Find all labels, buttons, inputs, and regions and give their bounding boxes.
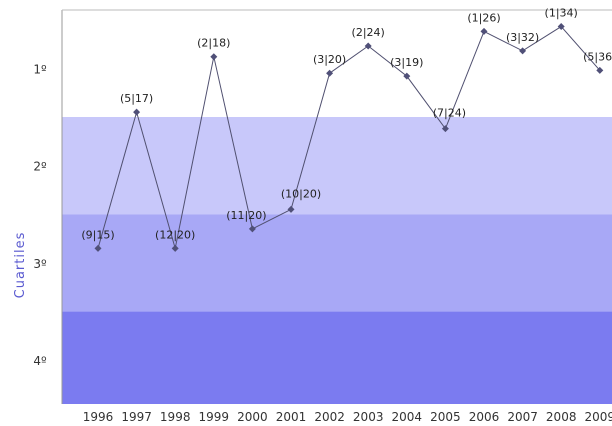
- y-tick-label: 2º: [33, 160, 47, 174]
- data-point: [287, 205, 295, 213]
- x-tick-label: 2006: [469, 410, 500, 424]
- series-group: [94, 23, 604, 252]
- data-point: [557, 23, 565, 31]
- plot-frame: [61, 9, 612, 404]
- x-tick-label: 1997: [121, 410, 152, 424]
- x-tick-label: 2008: [546, 410, 577, 424]
- data-label: (12|20): [155, 228, 195, 241]
- data-point: [248, 225, 256, 233]
- x-tick-label: 1998: [160, 410, 191, 424]
- y-tick-label: 4º: [33, 354, 47, 368]
- data-label: (9|15): [81, 228, 114, 241]
- data-point: [519, 47, 527, 55]
- data-point: [326, 69, 334, 77]
- data-label: (11|20): [226, 209, 266, 222]
- data-labels: (9|15) (5|17) (12|20) (2|18) (11|20) (10|20) (…: [81, 7, 612, 242]
- data-label: (3|20): [313, 53, 346, 66]
- data-point: [596, 66, 604, 74]
- y-tick-label: 1º: [33, 62, 47, 76]
- y-axis-title: Cuartiles: [13, 232, 28, 299]
- data-label: (7|24): [433, 107, 466, 120]
- data-label: (10|20): [281, 187, 321, 200]
- x-tick-label: 1996: [83, 410, 114, 424]
- data-label: (1|34): [545, 7, 578, 20]
- x-tick-label: 2001: [276, 410, 307, 424]
- x-tick-label: 2003: [353, 410, 384, 424]
- x-tick-label: 2005: [430, 410, 461, 424]
- data-point: [441, 125, 449, 133]
- data-point: [133, 108, 141, 116]
- x-tick-label: 2000: [237, 410, 268, 424]
- x-axis-ticks: 1996 1997 1998 1999 2000 2001 2002 2003 2004 2005…: [83, 410, 612, 424]
- data-point: [94, 244, 102, 252]
- quartile-band-3: [62, 214, 612, 312]
- data-point: [403, 72, 411, 80]
- data-point: [364, 42, 372, 50]
- data-label: (5|36): [583, 50, 612, 63]
- quartile-bands: [62, 10, 612, 404]
- data-label: (2|24): [352, 26, 385, 39]
- x-tick-label: 2009: [585, 410, 612, 424]
- x-tick-label: 1999: [199, 410, 230, 424]
- quartile-band-1: [62, 10, 612, 118]
- series-line: [97, 25, 601, 249]
- x-tick-label: 2002: [314, 410, 345, 424]
- data-point: [210, 53, 218, 61]
- data-label: (1|26): [467, 11, 500, 24]
- data-label: (2|18): [197, 37, 230, 50]
- y-tick-label: 3º: [33, 257, 47, 271]
- quartile-band-2: [62, 117, 612, 215]
- y-axis-ticks: 1º 2º 3º 4º: [33, 62, 47, 368]
- quartile-band-4: [62, 311, 612, 404]
- data-label: (3|19): [390, 56, 423, 69]
- x-tick-label: 2004: [392, 410, 423, 424]
- data-label: (3|32): [506, 31, 539, 44]
- x-tick-label: 2007: [507, 410, 538, 424]
- data-point: [480, 27, 488, 35]
- data-label: (5|17): [120, 92, 153, 105]
- data-point: [171, 244, 179, 252]
